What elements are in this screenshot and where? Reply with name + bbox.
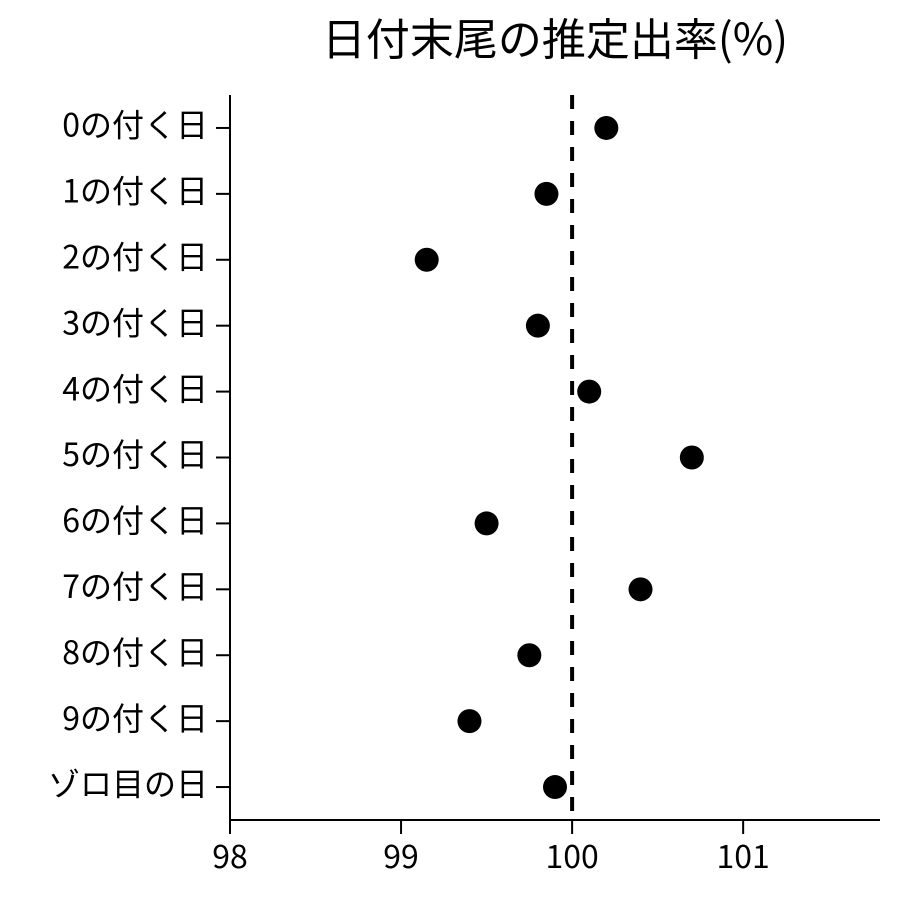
data-point <box>517 643 541 667</box>
data-point <box>526 314 550 338</box>
y-tick-label: 4の付く日 <box>62 364 208 410</box>
data-point <box>629 577 653 601</box>
x-tick-label: 101 <box>717 832 770 878</box>
data-point <box>680 446 704 470</box>
data-point <box>534 182 558 206</box>
y-tick-label: 3の付く日 <box>62 298 208 344</box>
y-tick-label: 0の付く日 <box>62 101 208 147</box>
data-point <box>415 248 439 272</box>
y-tick-label: 9の付く日 <box>62 694 208 740</box>
data-point <box>475 511 499 535</box>
y-tick-label: 7の付く日 <box>62 562 208 608</box>
data-point <box>457 709 481 733</box>
y-tick-label: ゾロ目の日 <box>48 760 208 806</box>
y-tick-label: 1の付く日 <box>62 167 208 213</box>
data-point <box>543 775 567 799</box>
y-tick-label: 8の付く日 <box>62 628 208 674</box>
chart-container: 日付末尾の推定出率(%) 0の付く日 1の付く日 2の付く日 3の付く日 4の付く日 5の付… <box>0 0 900 900</box>
y-tick-label: 5の付く日 <box>62 430 208 476</box>
y-tick-label: 6の付く日 <box>62 496 208 542</box>
y-tick-label: 2の付く日 <box>62 232 208 278</box>
x-tick-label: 98 <box>212 832 248 878</box>
data-point <box>577 380 601 404</box>
x-tick-label: 100 <box>545 832 598 878</box>
chart-title: 日付末尾の推定出率(%) <box>322 4 788 68</box>
data-point <box>594 116 618 140</box>
x-tick-label: 99 <box>383 832 419 878</box>
